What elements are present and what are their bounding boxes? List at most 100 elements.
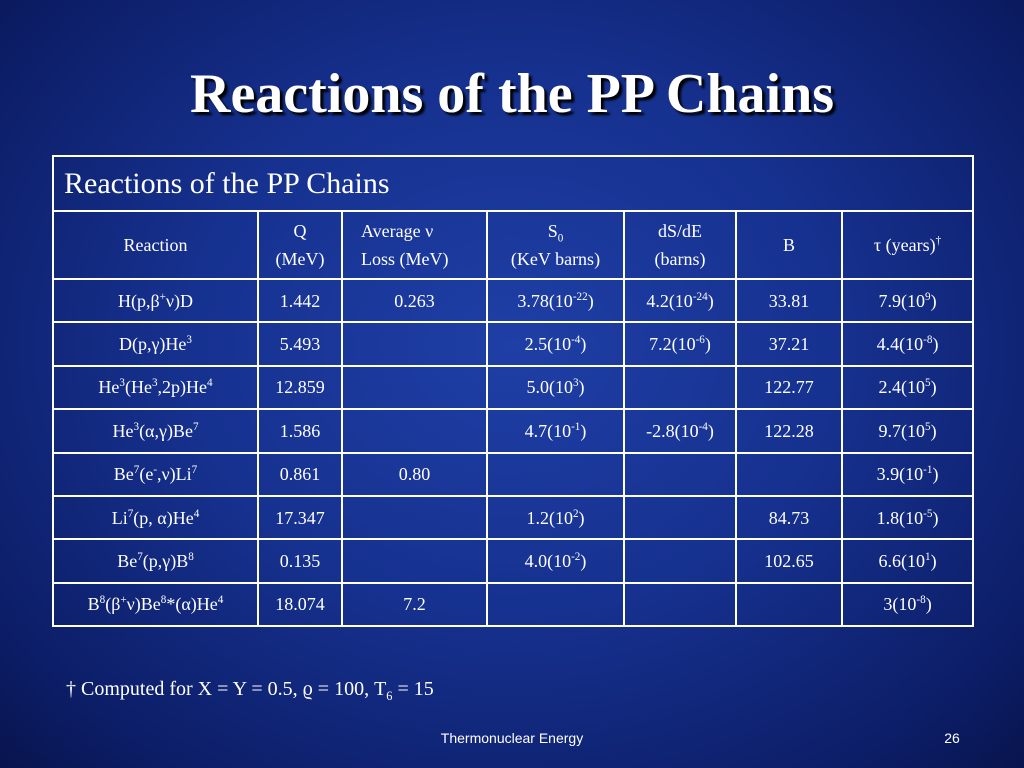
table-cell: 5.493 xyxy=(257,321,343,367)
text: (MeV) xyxy=(275,249,325,269)
text: (He xyxy=(124,377,152,398)
text: ) xyxy=(704,334,711,355)
superscript: 5 xyxy=(925,420,931,433)
table-cell xyxy=(341,538,488,584)
table-cell: 9.7(105) xyxy=(840,408,975,454)
header-line: Loss (MeV) xyxy=(361,245,482,273)
table-cell xyxy=(623,494,737,541)
table-row: D(p,γ)He3 5.493 2.5(10-4) 7.2(10-6) 37.21 4.4… xyxy=(52,321,975,367)
text: (KeV barns) xyxy=(510,249,601,269)
subscript: 6 xyxy=(386,689,393,703)
header-cell: Reaction xyxy=(52,210,259,280)
text: ) xyxy=(578,507,585,528)
table-cell xyxy=(341,494,488,541)
superscript: 4 xyxy=(207,377,213,390)
table-cell: 7.2 xyxy=(341,581,488,628)
text: ) xyxy=(580,334,587,355)
text: 4.2(10 xyxy=(646,290,693,311)
text: † Computed for X = Y = 0.5, ϱ = 100, T xyxy=(66,678,387,700)
header-cell: dS/dE (barns) xyxy=(623,210,737,280)
table-cell: 12.859 xyxy=(257,364,343,411)
table-cell: 0.135 xyxy=(257,538,343,584)
text: ) xyxy=(707,420,714,441)
text: 1.586 xyxy=(279,420,321,441)
table-cell: 7.2(10-6) xyxy=(623,321,737,367)
superscript: -8 xyxy=(923,334,933,347)
table-cell: 6.6(101) xyxy=(840,538,975,584)
table-row: Li7(p, α)He4 17.347 1.2(102) 84.73 1.8(10-5) xyxy=(52,494,975,541)
table-cell: 0.80 xyxy=(341,451,488,497)
text: ) xyxy=(932,334,939,355)
table-cell: He3(He3,2p)He4 xyxy=(52,364,259,411)
superscript: 3 xyxy=(186,334,192,347)
text: ) xyxy=(707,290,714,311)
table-cell: 1.2(102) xyxy=(486,494,625,541)
text: 2.5(10 xyxy=(524,334,572,355)
superscript: 7 xyxy=(133,464,140,477)
header-line: Average ν xyxy=(361,217,482,245)
text: 4.0(10 xyxy=(524,551,572,572)
superscript: † xyxy=(935,235,942,247)
text: ,2p)He xyxy=(157,377,208,398)
table-row: Be7(e-,ν)Li7 0.861 0.80 3.9(10-1) xyxy=(52,451,975,497)
text: 6.6(10 xyxy=(878,551,926,572)
table-cell: Li7(p, α)He4 xyxy=(52,494,259,541)
text: ν)D xyxy=(165,290,194,311)
table-row: He3(He3,2p)He4 12.859 5.0(103) 122.77 2.4(10… xyxy=(52,364,975,411)
footer-text: Thermonuclear Energy xyxy=(440,730,584,746)
header-line: (KeV barns) xyxy=(492,245,619,273)
text: 84.73 xyxy=(768,507,810,528)
header-line: S0 xyxy=(492,217,619,245)
table-cell xyxy=(735,451,843,497)
table-cell: 122.77 xyxy=(735,364,843,411)
table-cell: 4.7(10-1) xyxy=(486,408,625,454)
header-cell: S0 (KeV barns) xyxy=(486,210,625,280)
table-cell: 2.4(105) xyxy=(840,364,975,411)
page-number: 26 xyxy=(944,730,960,746)
superscript: -4 xyxy=(698,420,708,433)
text: ) xyxy=(925,594,932,615)
table-cell: B8(β+ν)Be8*(α)He4 xyxy=(52,581,259,628)
text: ) xyxy=(930,290,937,311)
table-row: Be7(p,γ)B8 0.135 4.0(10-2) 102.65 6.6(101) xyxy=(52,538,975,584)
text: 0.263 xyxy=(394,290,435,311)
superscript: -2 xyxy=(571,551,581,564)
text: Be xyxy=(113,464,134,485)
text: *(α)He xyxy=(166,594,218,615)
table-row: He3(α,γ)Be7 1.586 4.7(10-1) -2.8(10-4) 122.2… xyxy=(52,408,975,454)
header-cell: τ (years)† xyxy=(840,210,975,280)
text: ) xyxy=(930,551,937,572)
text: He xyxy=(112,420,134,441)
table-cell: H(p,β+ν)D xyxy=(52,277,259,324)
table-row: B8(β+ν)Be8*(α)He4 18.074 7.2 3(10-8) xyxy=(52,581,975,628)
superscript: 4 xyxy=(217,594,224,607)
table-cell: 2.5(10-4) xyxy=(486,321,625,367)
text: 0.861 xyxy=(279,464,321,485)
text: 4.4(10 xyxy=(876,334,924,355)
text: 122.28 xyxy=(764,420,814,441)
table-caption: Reactions of the PP Chains xyxy=(51,155,975,212)
text: D(p,γ)He xyxy=(118,334,187,355)
text: Be xyxy=(117,551,138,572)
text: Q xyxy=(293,221,307,241)
text: B xyxy=(782,235,795,255)
text: ) xyxy=(580,420,587,441)
header-line: dS/dE xyxy=(629,217,731,245)
superscript: 5 xyxy=(925,377,931,390)
text: 5.0(10 xyxy=(526,377,573,398)
table-row: H(p,β+ν)D 1.442 0.263 3.78(10-22) 4.2(10-24)… xyxy=(52,277,975,324)
text: (α,γ)Be xyxy=(139,420,193,441)
footnote: † Computed for X = Y = 0.5, ϱ = 100, T6 … xyxy=(66,678,434,703)
table-cell: 84.73 xyxy=(735,494,843,541)
text: ,ν)Li xyxy=(157,464,192,485)
superscript: -24 xyxy=(692,290,708,303)
superscript: + xyxy=(120,594,127,607)
table-cell: Be7(p,γ)B8 xyxy=(52,538,259,584)
table-cell xyxy=(486,451,625,497)
text: (β xyxy=(105,594,121,615)
text: 122.77 xyxy=(764,377,814,398)
table-cell: 7.9(109) xyxy=(840,277,975,324)
text: (barns) xyxy=(654,249,706,269)
table-cell xyxy=(623,538,737,584)
